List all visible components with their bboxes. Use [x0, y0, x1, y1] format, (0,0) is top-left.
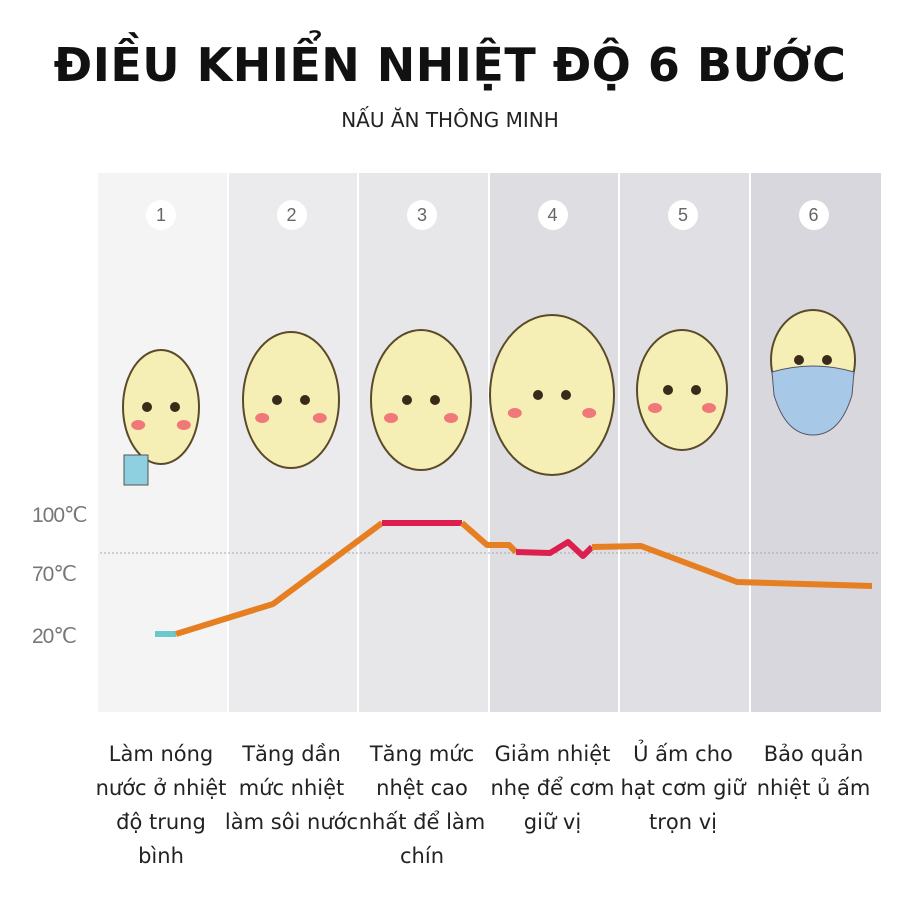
egg-character-icon [122, 349, 200, 465]
step-description: Giảm nhiệt nhẹ để cơm giữ vị [490, 742, 615, 834]
page-subtitle: NẤU ĂN THÔNG MINH [341, 108, 559, 132]
egg-character-icon [370, 329, 472, 471]
curve-simmer-segment [515, 539, 595, 559]
egg-character-icon [489, 314, 615, 476]
egg-character-icon [242, 331, 340, 469]
y-label-100: 100℃ [32, 504, 88, 527]
blanket-icon [771, 365, 855, 436]
y-label-70: 70℃ [32, 563, 77, 586]
step-description: Ủ ấm cho hạt cơm giữ trọn vị [620, 742, 746, 834]
step-number: 3 [407, 200, 437, 230]
step-description: Bảo quản nhiệt ủ ấm [756, 742, 871, 800]
step-description: Làm nóng nước ở nhiệt độ trung bình [95, 742, 227, 868]
step-number: 2 [276, 200, 307, 230]
curve-cooling-segment [460, 520, 519, 555]
step-number: 4 [537, 200, 568, 230]
drink-cup-icon [123, 454, 149, 486]
step-number: 1 [146, 200, 176, 230]
y-label-20: 20℃ [32, 625, 77, 648]
page-title: ĐIỀU KHIỂN NHIỆT ĐỘ 6 BƯỚC [53, 38, 847, 92]
step-description: Tăng dần mức nhiệt làm sôi nước [224, 742, 359, 834]
step-number: 6 [798, 200, 829, 230]
step-number: 5 [668, 200, 698, 230]
curve-warm-segment [591, 543, 873, 589]
curve-heating-segment [175, 520, 384, 637]
egg-character-icon [636, 329, 728, 451]
step-panel-6 [748, 173, 881, 712]
step-description: Tăng mức nhệt cao nhất để làm chín [358, 742, 486, 868]
